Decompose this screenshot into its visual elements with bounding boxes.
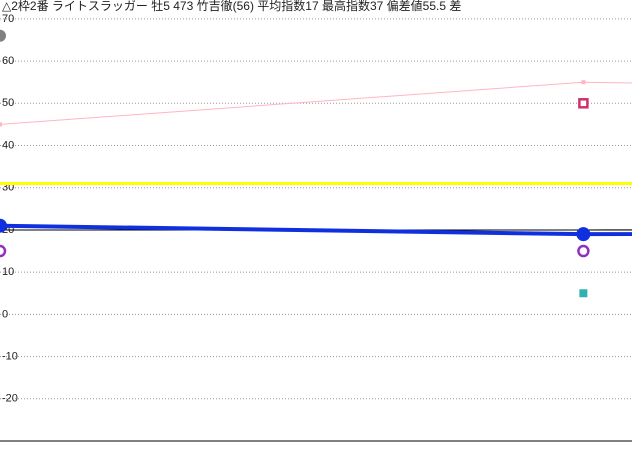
point [576, 227, 591, 242]
y-tick-label: 70 [2, 13, 14, 25]
point [578, 98, 589, 109]
point [0, 29, 6, 42]
y-tick-label: 0 [2, 308, 8, 320]
point [577, 244, 590, 258]
point [579, 289, 588, 298]
y-tick-label: 50 [2, 97, 14, 109]
y-tick-label: -10 [2, 350, 18, 362]
y-tick-label: -20 [2, 393, 18, 405]
point [581, 80, 586, 85]
chart-title: △2枠2番 ライトスラッガー 牡5 473 竹吉徹(56) 平均指数17 最高指… [2, 0, 461, 13]
y-tick-label: 40 [2, 139, 14, 151]
point [0, 122, 2, 127]
point [0, 218, 7, 233]
y-tick-label: 60 [2, 55, 14, 67]
point [0, 244, 7, 258]
y-tick-label: 10 [2, 266, 14, 278]
